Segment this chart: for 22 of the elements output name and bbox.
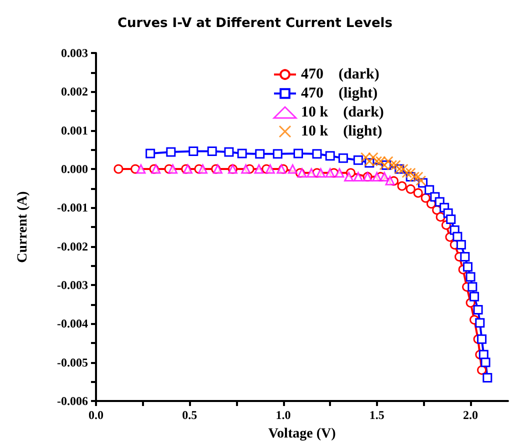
y-tick-label: -0.001 <box>57 200 88 215</box>
y-tick-label: -0.004 <box>57 316 88 331</box>
legend-label: 470 (dark) <box>301 66 380 82</box>
x-tick-label: 2.0 <box>463 408 478 422</box>
chart-title: Curves I-V at Different Current Levels <box>118 16 393 31</box>
legend-label: 10 k (light) <box>301 124 382 140</box>
y-tick-label: -0.005 <box>57 355 88 370</box>
y-tick-label: -0.003 <box>57 278 88 292</box>
x-tick-label: 1.0 <box>276 408 291 422</box>
y-tick-label: -0.006 <box>57 394 88 408</box>
x-tick-label: 0.5 <box>182 408 198 422</box>
legend-label: 470 (light) <box>301 86 378 102</box>
y-axis-title: Current (A) <box>16 190 30 263</box>
x-tick-label: 1.5 <box>369 408 384 422</box>
y-tick-label: 0.002 <box>61 84 88 99</box>
x-tick-label: 0.0 <box>88 408 104 422</box>
legend-label: 10 k (dark) <box>301 104 384 120</box>
x-axis-title: Voltage (V) <box>268 426 336 442</box>
y-tick-label: -0.002 <box>57 239 88 254</box>
y-tick-label: 0.000 <box>61 162 88 176</box>
y-tick-label: 0.003 <box>61 46 88 60</box>
y-tick-label: 0.001 <box>61 123 88 138</box>
